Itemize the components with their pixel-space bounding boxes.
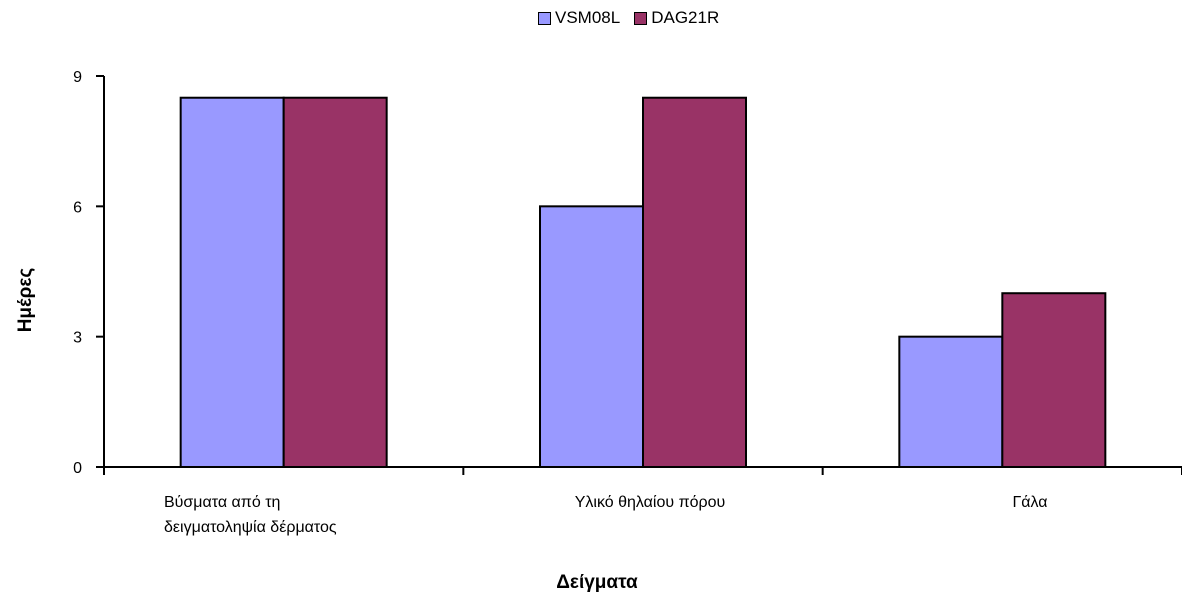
- x-tick-label-3-line-1: Γάλα: [1012, 494, 1048, 511]
- bar-dag21r-3: [1001, 292, 1107, 468]
- legend-item-vsm08l: VSM08L: [538, 8, 620, 28]
- legend: VSM08L DAG21R: [538, 8, 733, 28]
- x-tick-label-1-line-1: Βύσματα από τη: [164, 494, 281, 511]
- legend-label-vsm08l: VSM08L: [555, 8, 621, 27]
- y-tick-label-0: 0: [73, 460, 82, 477]
- x-axis-title: Δείγματα: [556, 572, 638, 593]
- y-tick-label-3: 3: [73, 330, 82, 347]
- x-tick-label-1-line-2: δειγματοληψία δέρματος: [164, 519, 337, 536]
- bar-dag21r-1: [282, 96, 388, 468]
- x-tick-label-2: Υλικό θηλαίου πόρου: [520, 490, 780, 515]
- y-tick-label-9: 9: [73, 69, 82, 86]
- bar-vsm08l-1: [179, 96, 285, 468]
- x-tick-label-3: Γάλα: [900, 490, 1160, 515]
- x-tick-label-1: Βύσματα από τη δειγματοληψία δέρματος: [164, 490, 444, 540]
- x-tick-label-2-line-1: Υλικό θηλαίου πόρου: [574, 494, 726, 511]
- y-tick-label-6: 6: [73, 199, 82, 216]
- bar-vsm08l-3: [898, 335, 1004, 468]
- bar-vsm08l-2: [539, 205, 644, 468]
- y-axis-title: Ημέρες: [15, 267, 36, 333]
- legend-label-dag21r: DAG21R: [651, 8, 720, 27]
- bar-dag21r-2: [642, 96, 747, 468]
- legend-item-dag21r: DAG21R: [634, 8, 719, 28]
- legend-swatch-vsm08l: [538, 11, 551, 25]
- legend-swatch-dag21r: [634, 11, 648, 25]
